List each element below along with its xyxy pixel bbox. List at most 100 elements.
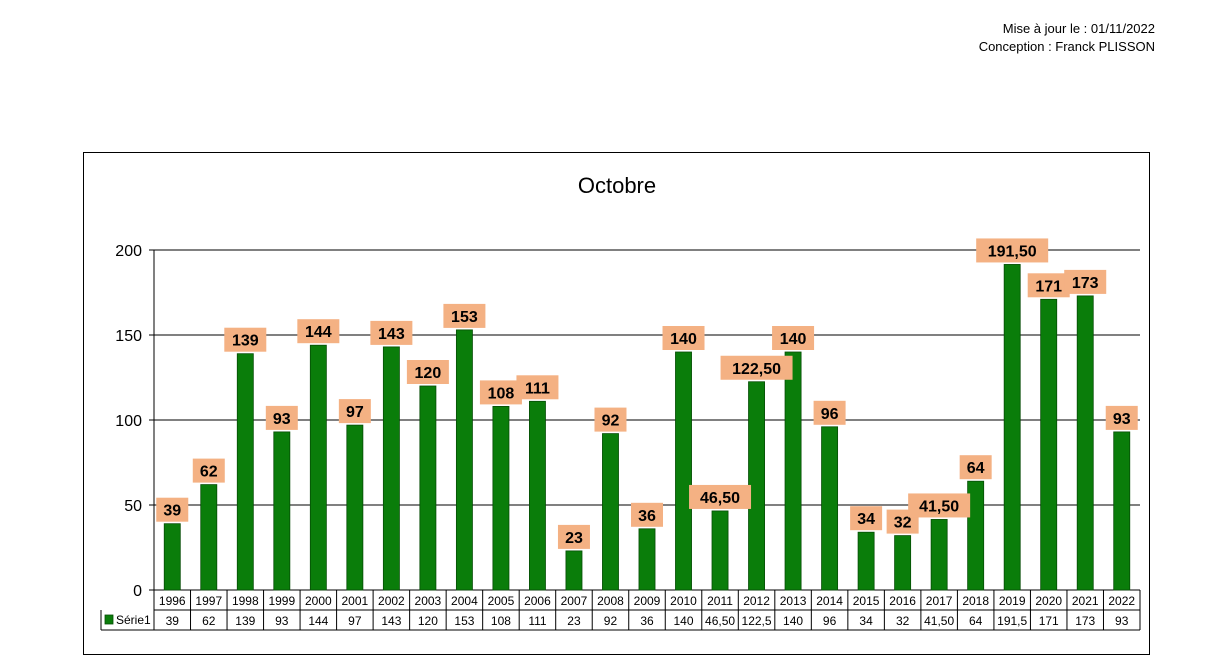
data-label-1999: 93 xyxy=(273,411,291,428)
bar-2010 xyxy=(675,351,692,591)
x-tick-label-2016: 2016 xyxy=(889,594,916,608)
data-label-2017: 41,50 xyxy=(919,498,959,515)
table-value-1999: 93 xyxy=(275,614,289,628)
data-label-box xyxy=(689,484,752,509)
y-tick-label: 100 xyxy=(115,413,142,430)
x-tick-label-2012: 2012 xyxy=(743,594,770,608)
data-label-box xyxy=(479,380,522,405)
x-tick-label-2020: 2020 xyxy=(1035,594,1062,608)
y-tick-label: 50 xyxy=(124,498,142,515)
data-label-2011: 46,50 xyxy=(700,490,740,507)
data-label-2001: 97 xyxy=(346,404,364,421)
x-tick-label-2013: 2013 xyxy=(780,594,807,608)
table-value-2013: 140 xyxy=(783,614,803,628)
x-tick-label-1998: 1998 xyxy=(232,594,259,608)
bar-1998 xyxy=(236,353,254,591)
table-value-2000: 144 xyxy=(308,614,328,628)
x-tick-label-2009: 2009 xyxy=(634,594,661,608)
bar-2022 xyxy=(1113,431,1131,591)
bar-2006 xyxy=(529,400,546,591)
bar-2017 xyxy=(930,519,948,591)
table-value-2014: 96 xyxy=(823,614,837,628)
x-tick-label-2008: 2008 xyxy=(597,594,624,608)
x-tick-label-2018: 2018 xyxy=(962,594,989,608)
data-label-box xyxy=(850,506,883,531)
bar-chart: Octobre 0 50 100 150 200 39 62 139 93 144 97 143 12… xyxy=(100,173,1141,631)
bar-2014 xyxy=(821,426,839,591)
data-label-box xyxy=(192,458,225,483)
data-label-box xyxy=(370,320,413,345)
table-value-1996: 39 xyxy=(166,614,180,628)
x-tick-label-2001: 2001 xyxy=(342,594,369,608)
table-value-2012: 122,5 xyxy=(742,614,772,628)
x-tick-label-1997: 1997 xyxy=(195,594,222,608)
x-tick-label-2010: 2010 xyxy=(670,594,697,608)
header-meta: Mise à jour le : 01/11/2022 Conception :… xyxy=(880,20,1155,60)
bar-2002 xyxy=(382,346,400,591)
data-label-2009: 36 xyxy=(638,508,656,525)
data-label-box xyxy=(1027,273,1070,298)
bar-2009 xyxy=(638,528,656,591)
table-value-2004: 153 xyxy=(454,614,474,628)
bar-2004 xyxy=(455,329,473,591)
legend-swatch xyxy=(104,614,114,625)
table-value-2011: 46,50 xyxy=(705,614,735,628)
data-label-box xyxy=(662,326,705,350)
data-label-2016: 32 xyxy=(894,515,912,532)
bar-2000 xyxy=(309,344,327,591)
author-credit: Conception : Franck PLISSON xyxy=(978,39,1155,54)
bar-2013 xyxy=(784,351,802,591)
data-label-box xyxy=(224,327,267,352)
table-value-2015: 34 xyxy=(859,614,873,628)
x-tick-label-2007: 2007 xyxy=(561,594,588,608)
data-label-2003: 120 xyxy=(415,365,442,382)
table-value-2009: 36 xyxy=(640,614,654,628)
bar-1997 xyxy=(200,484,218,591)
data-label-1996: 39 xyxy=(163,503,181,520)
x-tick-label-1999: 1999 xyxy=(268,594,295,608)
data-label-2019: 191,50 xyxy=(988,243,1037,260)
data-label-box xyxy=(772,326,815,350)
data-label-1998: 139 xyxy=(232,333,259,350)
data-label-2013: 140 xyxy=(780,331,807,348)
x-tick-label-1996: 1996 xyxy=(159,594,186,608)
x-tick-label-2000: 2000 xyxy=(305,594,332,608)
data-label-2020: 171 xyxy=(1035,278,1062,295)
data-label-box xyxy=(720,355,793,380)
bar-2001 xyxy=(346,424,364,591)
bar-2021 xyxy=(1076,295,1094,591)
data-label-box xyxy=(338,399,371,424)
data-label-2010: 140 xyxy=(670,331,697,348)
bar-2003 xyxy=(419,385,437,591)
data-label-box xyxy=(976,238,1049,263)
bar-2011 xyxy=(711,510,729,591)
table-value-2002: 143 xyxy=(381,614,401,628)
table-value-2019: 191,5 xyxy=(997,614,1027,628)
data-label-2022: 93 xyxy=(1113,411,1131,428)
data-label-2007: 23 xyxy=(565,530,583,547)
data-label-2005: 108 xyxy=(488,385,515,402)
data-label-box xyxy=(265,405,298,430)
x-tick-label-2017: 2017 xyxy=(926,594,953,608)
x-tick-label-2003: 2003 xyxy=(415,594,442,608)
data-label-box xyxy=(443,303,486,328)
x-tick-label-2021: 2021 xyxy=(1072,594,1099,608)
data-label-1997: 62 xyxy=(200,464,218,481)
x-tick-label-2015: 2015 xyxy=(853,594,880,608)
bar-2015 xyxy=(857,531,875,591)
update-date: Mise à jour le : 01/11/2022 xyxy=(1002,21,1155,36)
data-label-box xyxy=(959,455,992,480)
table-value-2017: 41,50 xyxy=(924,614,954,628)
data-label-2006: 111 xyxy=(525,380,550,397)
bar-2005 xyxy=(492,405,510,591)
data-label-2000: 144 xyxy=(305,324,332,341)
data-label-2015: 34 xyxy=(857,511,875,528)
data-label-box xyxy=(297,319,340,344)
table-value-1998: 139 xyxy=(235,614,255,628)
data-label-box xyxy=(1105,405,1138,430)
data-label-2002: 143 xyxy=(378,326,405,343)
data-label-box xyxy=(1064,269,1107,294)
legend-label: Série1 xyxy=(116,613,151,627)
x-tick-label-2004: 2004 xyxy=(451,594,478,608)
data-label-box xyxy=(516,375,559,400)
